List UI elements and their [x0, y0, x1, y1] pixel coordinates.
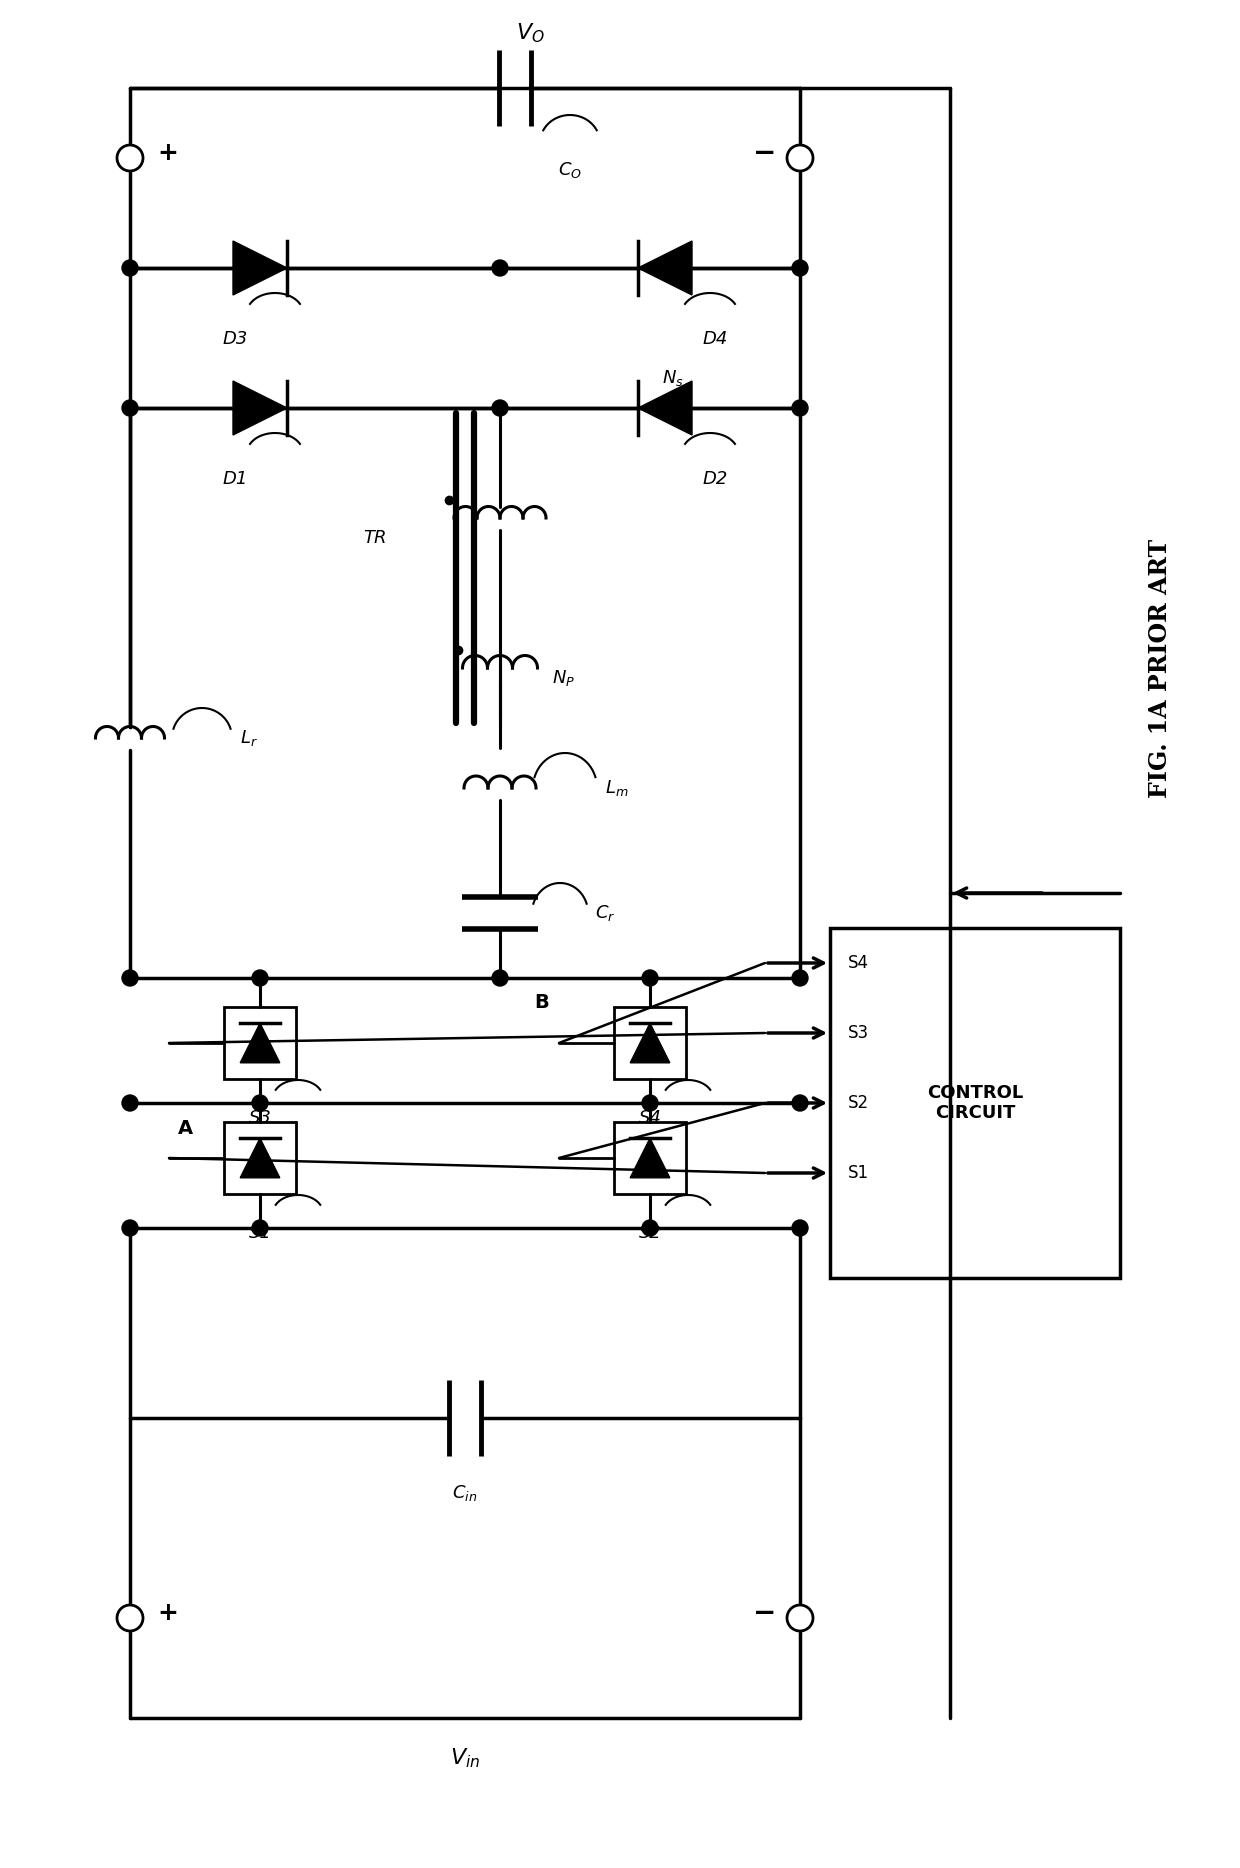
Circle shape: [792, 969, 808, 986]
Circle shape: [787, 1605, 813, 1631]
Text: $N_P$: $N_P$: [553, 669, 575, 687]
Circle shape: [122, 400, 138, 417]
Circle shape: [252, 1220, 268, 1237]
Text: $L_r$: $L_r$: [241, 729, 258, 747]
Text: S4: S4: [848, 955, 869, 971]
Text: $V_O$: $V_O$: [516, 21, 544, 45]
Text: CONTROL
CIRCUIT: CONTROL CIRCUIT: [926, 1083, 1023, 1123]
Text: D2: D2: [702, 471, 728, 488]
Text: B: B: [534, 994, 549, 1012]
Circle shape: [252, 969, 268, 986]
Text: S1: S1: [248, 1224, 272, 1242]
Circle shape: [642, 1220, 658, 1237]
Circle shape: [642, 969, 658, 986]
Text: S4: S4: [639, 1110, 661, 1126]
Polygon shape: [241, 1024, 280, 1063]
Circle shape: [792, 260, 808, 276]
Text: −: −: [754, 138, 776, 166]
Text: D3: D3: [222, 331, 248, 347]
Circle shape: [252, 1095, 268, 1111]
Circle shape: [117, 1605, 143, 1631]
Text: +: +: [157, 140, 179, 164]
Polygon shape: [639, 381, 692, 435]
Text: TR: TR: [363, 529, 387, 547]
Polygon shape: [630, 1024, 670, 1063]
Text: S3: S3: [848, 1024, 869, 1042]
Circle shape: [122, 260, 138, 276]
Circle shape: [792, 1220, 808, 1237]
Circle shape: [117, 146, 143, 172]
Circle shape: [122, 1220, 138, 1237]
Text: S2: S2: [639, 1224, 661, 1242]
Text: $C_{in}$: $C_{in}$: [453, 1483, 477, 1504]
Text: FIG. 1A PRIOR ART: FIG. 1A PRIOR ART: [1148, 538, 1172, 798]
Text: A: A: [177, 1119, 192, 1138]
Text: S3: S3: [248, 1110, 272, 1126]
Polygon shape: [233, 381, 286, 435]
Text: $L_m$: $L_m$: [605, 777, 629, 798]
Circle shape: [492, 400, 508, 417]
Text: S1: S1: [848, 1164, 869, 1182]
Circle shape: [792, 1095, 808, 1111]
Circle shape: [122, 1095, 138, 1111]
Circle shape: [792, 400, 808, 417]
Text: −: −: [754, 1599, 776, 1627]
Text: D4: D4: [702, 331, 728, 347]
Polygon shape: [630, 1138, 670, 1179]
Text: S2: S2: [848, 1095, 869, 1111]
Text: $N_s$: $N_s$: [662, 368, 684, 389]
Text: +: +: [157, 1601, 179, 1625]
Circle shape: [122, 969, 138, 986]
Polygon shape: [639, 241, 692, 295]
Circle shape: [787, 146, 813, 172]
Text: $C_O$: $C_O$: [558, 161, 582, 179]
Text: $C_r$: $C_r$: [595, 902, 615, 923]
Circle shape: [642, 1095, 658, 1111]
Circle shape: [492, 260, 508, 276]
Polygon shape: [233, 241, 286, 295]
Polygon shape: [241, 1138, 280, 1179]
Circle shape: [492, 969, 508, 986]
Text: D1: D1: [222, 471, 248, 488]
Text: $V_{in}$: $V_{in}$: [450, 1747, 480, 1769]
